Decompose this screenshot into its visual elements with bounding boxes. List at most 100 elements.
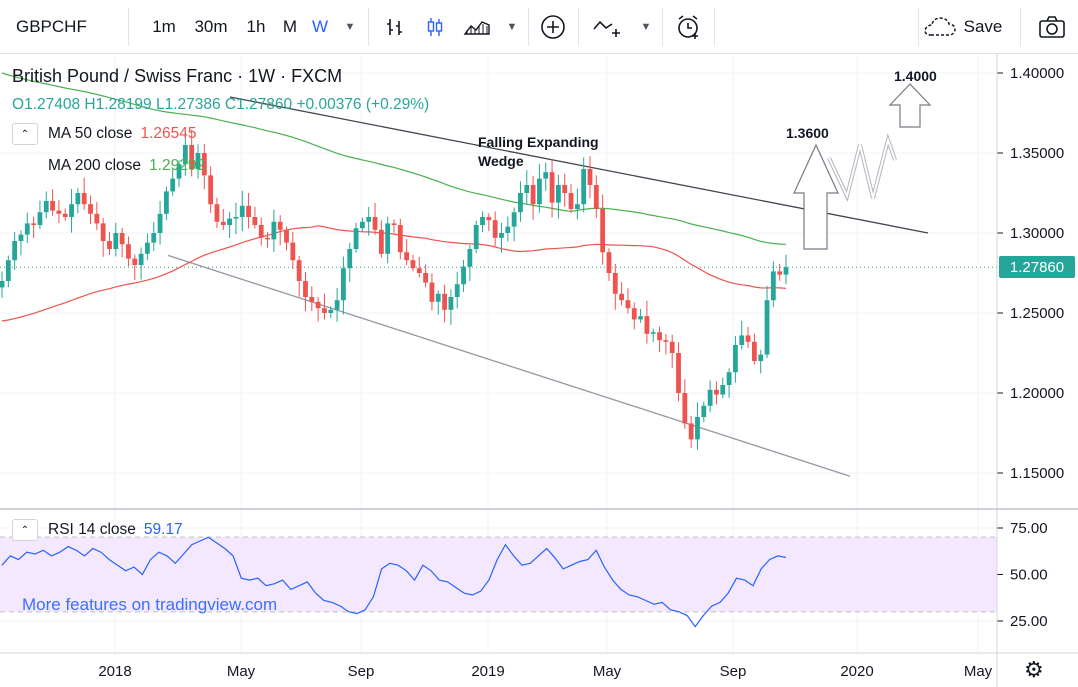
candle-body <box>5 260 11 281</box>
candle-body <box>385 223 391 254</box>
candle-body <box>574 204 580 209</box>
candle-body <box>688 423 694 440</box>
candle-body <box>208 175 214 205</box>
candle-body <box>518 193 523 213</box>
candle-body <box>75 193 81 205</box>
chevron-down-icon[interactable]: ▼ <box>640 21 652 33</box>
alert-icon[interactable] <box>670 0 706 54</box>
candle-body <box>271 221 277 240</box>
gear-icon[interactable]: ⚙ <box>1024 657 1044 682</box>
candle-body <box>480 217 485 225</box>
rsi-label: RSI 14 close <box>48 521 136 538</box>
interval-week[interactable]: W <box>311 17 329 36</box>
high-label: H <box>84 96 96 113</box>
pattern-annotation: Falling Expanding Wedge <box>478 133 599 171</box>
close-label: C <box>224 96 237 113</box>
rsi-band <box>0 537 997 612</box>
add-indicator-icon[interactable] <box>536 0 570 54</box>
candle-body <box>182 145 188 165</box>
compare-icon[interactable] <box>588 0 628 54</box>
candle-body <box>676 353 681 393</box>
candle-body <box>707 389 713 406</box>
rsi-value: 59.17 <box>143 521 183 538</box>
candle-body <box>151 233 157 243</box>
rsi-line <box>1 536 787 628</box>
chevron-down-icon[interactable]: ▼ <box>344 21 356 33</box>
candle-body <box>442 293 447 310</box>
candle-body <box>347 249 353 269</box>
toolbar-divider <box>368 8 369 46</box>
ohlc-readout: O1.27408 H1.28199 L1.27386 C1.27860 +0.0… <box>12 96 429 114</box>
candle-body <box>220 221 226 225</box>
price-tick-label: 1.40000 <box>1010 65 1064 82</box>
interval-month[interactable]: M <box>282 17 298 36</box>
candle-body <box>511 212 517 227</box>
candle-body <box>56 210 62 214</box>
candle-body <box>126 244 131 259</box>
chevron-down-icon[interactable]: ▼ <box>506 21 518 33</box>
toolbar-divider <box>578 8 579 46</box>
interval-1m[interactable]: 1m <box>152 17 176 36</box>
candle-body <box>499 233 504 238</box>
candles <box>0 129 789 450</box>
chart-title: British Pound / Swiss Franc · 1W · FXCM <box>12 66 343 86</box>
interval-30m[interactable]: 30m <box>194 17 228 36</box>
candle-body <box>663 340 669 342</box>
candle-body <box>145 242 150 254</box>
candle-body <box>31 223 37 225</box>
camera-icon[interactable] <box>1030 0 1074 54</box>
candle-body <box>214 204 220 222</box>
candle-body <box>258 225 264 238</box>
time-tick-label: 2018 <box>98 663 131 680</box>
time-tick-label: May <box>593 663 622 680</box>
candle-style-icon[interactable] <box>418 0 452 54</box>
tradingview-watermark[interactable]: More features on tradingview.com <box>22 595 278 614</box>
ma200-value: 1.29292 <box>149 157 206 174</box>
save-button[interactable]: Save <box>912 0 1012 54</box>
time-tick-label: May <box>964 663 993 680</box>
candle-body <box>322 308 327 313</box>
candle-body <box>612 273 618 294</box>
collapse-legend-button[interactable]: ⌃ <box>12 123 38 145</box>
open-label: O <box>12 96 25 113</box>
ma200-path <box>1 72 787 245</box>
candle-body <box>625 300 631 309</box>
candle-body <box>88 204 93 214</box>
symbol-search[interactable]: GBPCHF <box>16 17 87 36</box>
interval-1h[interactable]: 1h <box>246 17 266 36</box>
candle-body <box>69 204 74 217</box>
candle-body <box>359 221 365 229</box>
candle-body <box>631 308 637 320</box>
area-style-icon[interactable] <box>458 0 496 54</box>
candle-body <box>638 316 643 320</box>
candle-body <box>378 229 384 254</box>
rsi-tick-label: 50.00 <box>1010 567 1048 584</box>
candle-body <box>777 271 783 275</box>
collapse-rsi-button[interactable]: ⌃ <box>12 519 38 541</box>
chart-canvas[interactable]: 1.40000 1.35000 1.30000 1.25000 1.20000 1.150… <box>0 54 1078 687</box>
target-1-arrow <box>793 143 839 250</box>
candle-body <box>606 252 612 273</box>
candle-body <box>549 172 555 203</box>
candle-body <box>100 223 106 241</box>
candle-body <box>751 341 757 361</box>
candle-body <box>246 205 251 217</box>
candle-body <box>189 145 195 169</box>
time-tick-label: Sep <box>720 663 747 680</box>
candle-body <box>461 266 466 285</box>
close-value: 1.27860 <box>236 96 293 113</box>
bar-style-icon[interactable] <box>378 0 412 54</box>
candle-body <box>163 191 169 214</box>
candle-body <box>783 267 789 275</box>
candle-body <box>537 178 542 205</box>
candle-body <box>733 345 738 373</box>
candle-body <box>473 225 479 249</box>
candle-body <box>37 212 43 225</box>
candle-body <box>366 217 372 222</box>
time-tick-label: May <box>227 663 256 680</box>
candle-body <box>12 241 18 261</box>
ma200-line <box>1 72 787 245</box>
candle-body <box>195 153 201 169</box>
save-label: Save <box>963 17 1003 36</box>
open-value: 1.27408 <box>24 96 81 113</box>
